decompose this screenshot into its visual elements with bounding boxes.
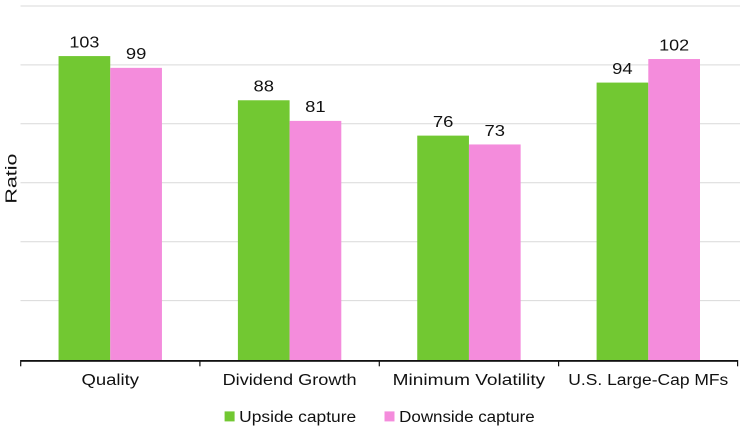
svg-text:88: 88 xyxy=(254,79,275,96)
svg-text:Minimum Volatility: Minimum Volatility xyxy=(393,372,546,389)
svg-text:103: 103 xyxy=(69,34,99,51)
svg-text:U.S. Large-Cap MFs: U.S. Large-Cap MFs xyxy=(568,372,728,389)
svg-text:94: 94 xyxy=(612,61,633,78)
svg-text:81: 81 xyxy=(305,99,326,116)
svg-text:Upside capture: Upside capture xyxy=(239,409,356,426)
svg-text:76: 76 xyxy=(433,114,454,131)
svg-text:99: 99 xyxy=(126,46,147,63)
svg-text:Quality: Quality xyxy=(82,372,140,389)
svg-text:73: 73 xyxy=(485,123,506,140)
svg-text:102: 102 xyxy=(659,37,689,54)
svg-text:Ratio: Ratio xyxy=(4,154,21,204)
svg-text:Dividend Growth: Dividend Growth xyxy=(223,372,357,389)
svg-text:Downside capture: Downside capture xyxy=(399,409,535,426)
